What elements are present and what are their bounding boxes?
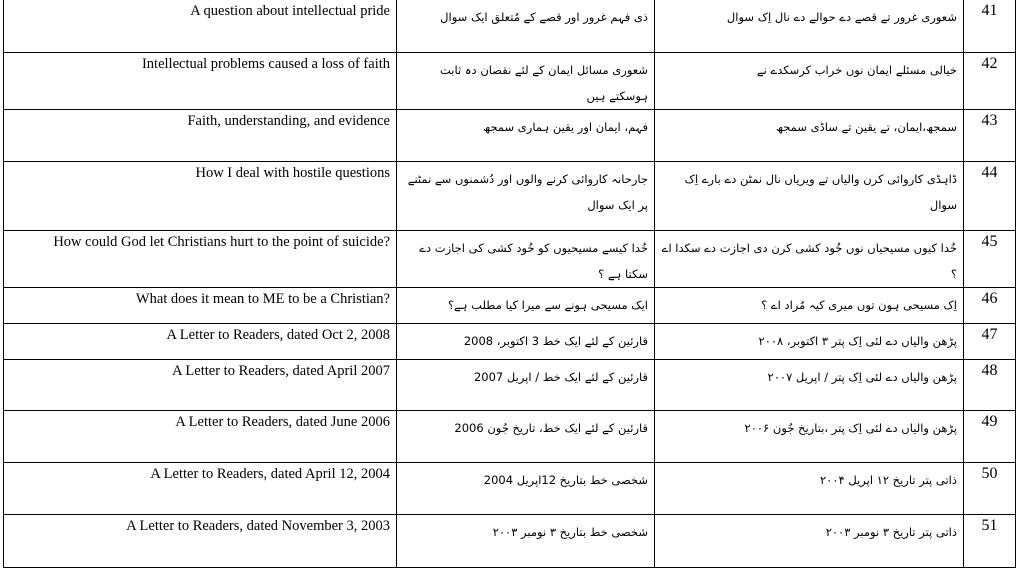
row-number-cell: 48 <box>963 359 1016 411</box>
table-row: A question about intellectual pride ذی فہ… <box>3 0 1016 53</box>
english-title-cell: A Letter to Readers, dated April 12, 200… <box>3 462 397 515</box>
row-number-cell: 47 <box>963 323 1016 360</box>
punjabi-title-cell: سمجھ،ایمان، تے یقین تے ساڈی سمجھ <box>654 109 964 162</box>
row-number-cell: 41 <box>963 0 1016 53</box>
english-title-cell: How could God let Christians hurt to the… <box>3 230 397 288</box>
urdu-title-cell: ایک مسیحی ہونے سے میرا کیا مطلب ہے؟ <box>396 287 655 324</box>
punjabi-title-cell: اِک مسیحی ہون توں میری کیہ مُراد اے ؟ <box>654 287 964 324</box>
row-number-cell: 44 <box>963 161 1016 231</box>
english-title-cell: Intellectual problems caused a loss of f… <box>3 52 397 110</box>
urdu-title-cell: شخصی خط بتاریخ ۳ نومبر ۲۰۰۳ <box>396 514 655 568</box>
punjabi-title-cell: پڑھن والیاں دے لئی اِک پتر ،بتاریخ جُون … <box>654 410 964 463</box>
row-number-cell: 46 <box>963 287 1016 324</box>
english-title-cell: What does it mean to ME to be a Christia… <box>3 287 397 324</box>
row-number-cell: 45 <box>963 230 1016 288</box>
punjabi-title-cell: پڑھن والیاں دے لئی اِک پتر ۳ اکتوبر، ۲۰۰… <box>654 323 964 360</box>
table-row: A Letter to Readers, dated November 3, 2… <box>3 514 1016 568</box>
table-row: How could God let Christians hurt to the… <box>3 230 1016 288</box>
urdu-title-cell: شعوری مسائل ایمان کے لئے نقصان دہ ثابت ہ… <box>396 52 655 110</box>
urdu-title-cell: خُدا کیسے مسیحیوں کو خُود کشی کی اجازت د… <box>396 230 655 288</box>
urdu-title-cell: جارحانہ کاروائی کرنے والوں اور دُشمنوں س… <box>396 161 655 231</box>
english-title-cell: A Letter to Readers, dated Oct 2, 2008 <box>3 323 397 360</box>
table-row: A Letter to Readers, dated June 2006 قارئ… <box>3 410 1016 463</box>
english-title-cell: A Letter to Readers, dated April 2007 <box>3 359 397 411</box>
punjabi-title-cell: پڑھن والیاں دے لئی اِک پتر / اپریل ۲۰۰۷ <box>654 359 964 411</box>
english-title-cell: A question about intellectual pride <box>3 0 397 53</box>
urdu-title-cell: قارئین کے لئے ایک خط / اپریل 2007 <box>396 359 655 411</box>
punjabi-title-cell: ڈاہڈی کاروائی کرن والیاں تے ویریاں نال ن… <box>654 161 964 231</box>
row-number-cell: 51 <box>963 514 1016 568</box>
english-title-cell: How I deal with hostile questions <box>3 161 397 231</box>
table-row: Intellectual problems caused a loss of f… <box>3 52 1016 110</box>
punjabi-title-cell: ذاتی پتر تاریخ ۳ نومبر ۲۰۰۳ <box>654 514 964 568</box>
punjabi-title-cell: خیالی مسئلے ایمان نوں خراب کرسکدے نے <box>654 52 964 110</box>
urdu-title-cell: شخصی خط بتاریخ 12اپریل 2004 <box>396 462 655 515</box>
urdu-title-cell: ذی فہم غرور اور قصے کے مُتعلق ایک سوال <box>396 0 655 53</box>
table-row: A Letter to Readers, dated April 2007 قار… <box>3 359 1016 411</box>
english-title-cell: A Letter to Readers, dated November 3, 2… <box>3 514 397 568</box>
table-row: A Letter to Readers, dated April 12, 200… <box>3 462 1016 515</box>
row-number-cell: 50 <box>963 462 1016 515</box>
punjabi-title-cell: شعوری غرور تے قصے دے حوالے دے نال اِک سو… <box>654 0 964 53</box>
row-number-cell: 49 <box>963 410 1016 463</box>
urdu-title-cell: فہم، ایمان اور یقین ہماری سمجھ <box>396 109 655 162</box>
table-row: A Letter to Readers, dated Oct 2, 2008 قا… <box>3 323 1016 360</box>
table-row: How I deal with hostile questions جارحانہ… <box>3 161 1016 231</box>
english-title-cell: Faith, understanding, and evidence <box>3 109 397 162</box>
urdu-title-cell: قارئین کے لئے ایک خط، تاریخ جُون 2006 <box>396 410 655 463</box>
english-title-cell: A Letter to Readers, dated June 2006 <box>3 410 397 463</box>
punjabi-title-cell: ذاتی پتر تاریخ ۱۲ اپریل ۲۰۰۴ <box>654 462 964 515</box>
translation-table: A question about intellectual pride ذی فہ… <box>3 0 1016 568</box>
punjabi-title-cell: خُدا کیوں مسیحیاں نوں خُود کشی کرن دی اج… <box>654 230 964 288</box>
row-number-cell: 42 <box>963 52 1016 110</box>
row-number-cell: 43 <box>963 109 1016 162</box>
table-row: What does it mean to ME to be a Christia… <box>3 287 1016 324</box>
table-row: Faith, understanding, and evidence فہم، ا… <box>3 109 1016 162</box>
urdu-title-cell: قارئین کے لئے ایک خط 3 اکتوبر، 2008 <box>396 323 655 360</box>
